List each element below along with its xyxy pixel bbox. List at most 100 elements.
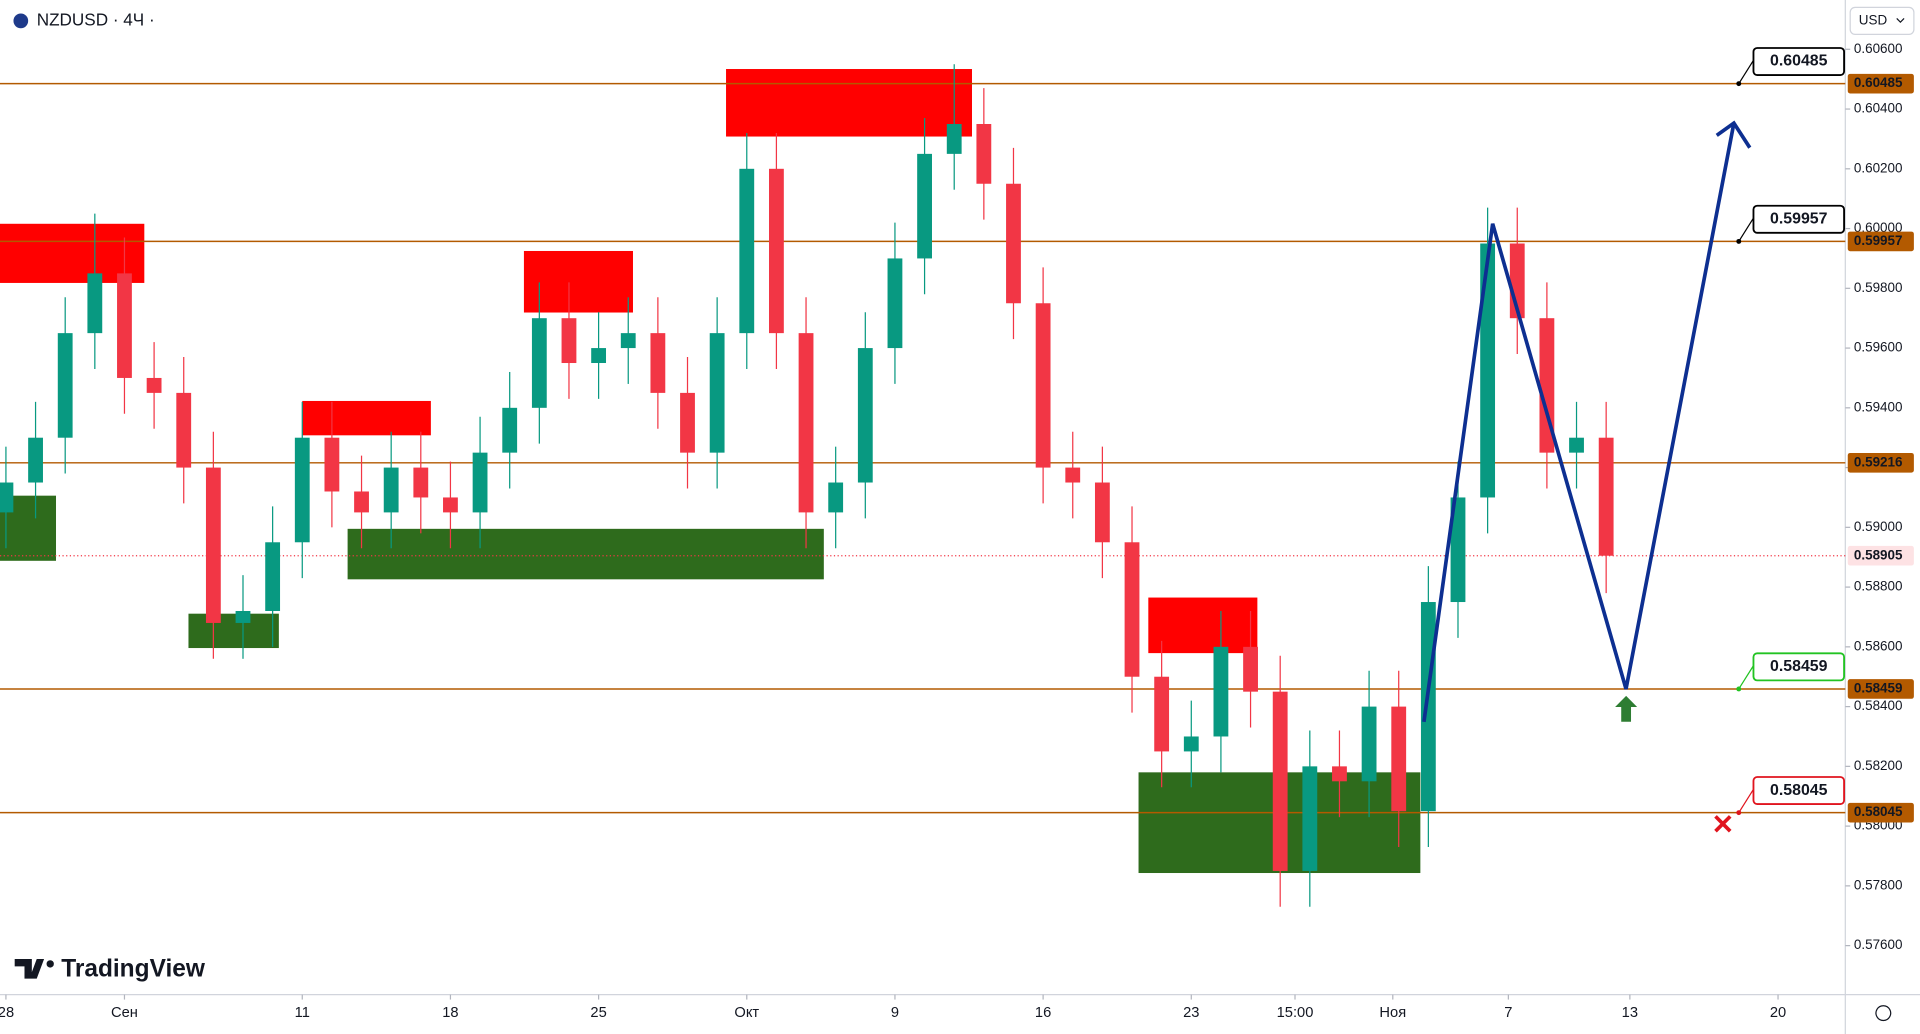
y-tick-label: 0.60000 — [1854, 220, 1903, 235]
candle-body — [1361, 706, 1377, 782]
y-tick-label: 0.58200 — [1854, 758, 1903, 773]
candle-body — [1420, 602, 1436, 812]
y-tick-label: 0.57800 — [1854, 877, 1903, 892]
callout-dot — [1736, 81, 1742, 87]
zone — [1148, 597, 1258, 654]
zone — [188, 613, 279, 649]
x-tick-label: 7 — [1504, 1005, 1512, 1021]
candle-body — [472, 452, 488, 513]
candle-body — [1243, 646, 1258, 692]
callout-label: 0.58045 — [1770, 782, 1828, 799]
zone — [302, 400, 431, 436]
y-tick-label: 0.60200 — [1854, 160, 1903, 175]
candle-body — [917, 153, 932, 259]
candle-body — [1094, 482, 1110, 543]
logo: TradingView — [14, 956, 206, 983]
candle-body — [1006, 183, 1021, 304]
candle-body — [146, 377, 162, 393]
y-tick-label: 0.58600 — [1854, 638, 1903, 653]
y-tick-label: 0.59800 — [1854, 280, 1903, 295]
candle-body — [857, 348, 873, 483]
y-tick-label: 0.59600 — [1854, 340, 1903, 355]
x-tick-label: 20 — [1770, 1005, 1786, 1021]
y-tick-label: 0.57600 — [1854, 937, 1903, 952]
candle-body — [28, 437, 43, 483]
x-tick-label: 18 — [442, 1005, 458, 1021]
zone — [0, 223, 145, 283]
level-label-box — [1847, 73, 1914, 94]
logo-dot — [46, 960, 54, 968]
candle-body — [502, 407, 518, 453]
candle-body — [650, 333, 666, 393]
last-price-box — [1847, 545, 1914, 566]
candle-body — [1183, 736, 1199, 752]
brand: TradingView — [61, 956, 206, 983]
x-tick-label: 9 — [891, 1005, 899, 1021]
level-label-box — [1847, 452, 1914, 473]
callout-dot — [1736, 686, 1742, 692]
settings-icon[interactable] — [1875, 1005, 1892, 1022]
callout-label: 0.60485 — [1770, 53, 1828, 70]
candle-body — [739, 168, 755, 334]
candle-body — [1302, 766, 1318, 871]
level-label: 0.58459 — [1854, 681, 1903, 696]
callout-label: 0.59957 — [1770, 210, 1828, 227]
candle-body — [1539, 318, 1555, 453]
zone — [347, 528, 824, 580]
candle-body — [769, 168, 784, 334]
level-label: 0.59216 — [1854, 454, 1903, 469]
x-tick-label: Ноя — [1379, 1005, 1406, 1021]
candle-body — [117, 273, 132, 378]
candle-body — [680, 392, 695, 453]
y-tick-label: 0.59400 — [1854, 399, 1903, 414]
candle-body — [443, 497, 458, 513]
candle-body — [1332, 766, 1347, 782]
x-tick-label: 23 — [1183, 1005, 1199, 1021]
candle-body — [1213, 646, 1229, 737]
x-tick-label: 28 — [0, 1005, 14, 1021]
y-tick-label: 0.58800 — [1854, 579, 1903, 594]
candle-body — [887, 258, 903, 349]
candle-body — [1154, 676, 1170, 752]
callout-leader — [1738, 59, 1754, 84]
callout-box — [1752, 652, 1845, 682]
symbol-title: NZDUSD · 4Ч · — [37, 9, 155, 29]
candle-body — [0, 482, 14, 513]
callout-box — [1752, 204, 1845, 234]
callout-box — [1752, 776, 1845, 805]
x-tick-label: Сен — [111, 1005, 138, 1021]
y-tick-label: 0.60600 — [1854, 41, 1903, 56]
candle-body — [976, 123, 992, 184]
candle-body — [531, 318, 547, 408]
candle-body — [383, 467, 399, 513]
level-label: 0.59957 — [1854, 233, 1903, 248]
zone — [523, 250, 633, 313]
candle-body — [620, 333, 636, 349]
candle-body — [1598, 437, 1614, 556]
x-tick-label: 15:00 — [1277, 1005, 1314, 1021]
candle-body — [561, 318, 577, 364]
level-label-box — [1847, 231, 1914, 252]
currency-button[interactable] — [1849, 6, 1915, 36]
x-tick-label: Окт — [734, 1005, 759, 1021]
candle-body — [1035, 303, 1051, 468]
candle-body — [176, 392, 192, 468]
level-label: 0.58045 — [1854, 804, 1903, 819]
y-tick-label: 0.59000 — [1854, 519, 1903, 534]
candle-body — [354, 491, 369, 513]
logo-mark — [14, 959, 45, 979]
candle-body — [235, 610, 251, 623]
candle-body — [57, 333, 73, 438]
candle-body — [1480, 243, 1496, 498]
candle-body — [1065, 467, 1081, 483]
zone — [726, 69, 972, 137]
flag-icon — [13, 13, 29, 29]
candle-body — [87, 273, 103, 334]
candle-body — [1391, 706, 1407, 812]
callout-leader — [1738, 788, 1754, 813]
candle-body — [709, 333, 725, 453]
x-tick-label: 11 — [295, 1005, 310, 1021]
dropdown-icon — [1896, 18, 1905, 24]
callout-label: 0.58459 — [1770, 658, 1828, 675]
